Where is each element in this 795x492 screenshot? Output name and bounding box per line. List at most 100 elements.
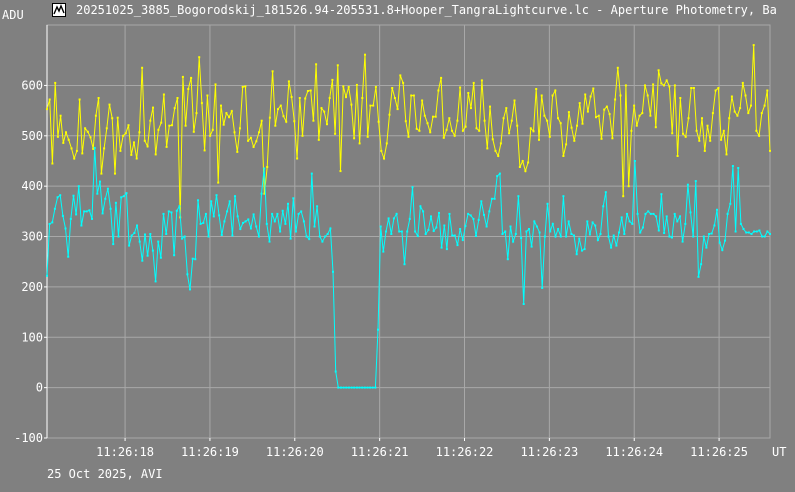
data-point: [387, 217, 390, 220]
data-point: [321, 240, 324, 243]
data-point: [252, 213, 255, 216]
data-point: [88, 209, 91, 212]
data-point: [396, 108, 399, 111]
data-point: [464, 125, 467, 128]
data-point: [750, 233, 753, 235]
data-point: [393, 97, 396, 99]
data-point: [197, 199, 199, 202]
data-point: [342, 386, 345, 389]
data-point: [70, 147, 73, 150]
data-point: [644, 212, 647, 215]
data-point: [263, 192, 266, 195]
data-point: [486, 147, 489, 150]
data-point: [114, 201, 117, 204]
data-point: [86, 130, 89, 133]
data-point: [337, 386, 340, 389]
series-line: [46, 147, 771, 389]
data-point: [173, 107, 176, 110]
data-point: [603, 108, 606, 111]
data-point: [684, 222, 687, 225]
data-point: [605, 105, 608, 108]
data-point: [432, 115, 434, 118]
data-point: [84, 127, 87, 130]
data-point: [398, 230, 401, 233]
data-point: [631, 222, 634, 225]
data-point: [769, 233, 771, 235]
data-point: [676, 220, 679, 223]
data-point: [198, 56, 201, 59]
data-point: [178, 205, 181, 208]
data-point: [152, 106, 154, 109]
data-point: [94, 114, 97, 117]
data-point: [554, 89, 557, 92]
data-point: [72, 194, 75, 197]
data-point: [573, 234, 575, 237]
data-point: [186, 273, 189, 276]
data-point: [496, 175, 499, 178]
y-tick-label: 100: [21, 330, 43, 344]
data-point: [480, 200, 483, 203]
data-point: [332, 270, 334, 273]
data-point: [105, 127, 108, 130]
data-point: [543, 114, 546, 117]
data-point: [438, 211, 440, 214]
data-point: [260, 119, 263, 122]
data-point: [687, 117, 690, 120]
data-point: [226, 210, 229, 213]
data-point: [128, 244, 131, 247]
data-point: [233, 131, 236, 134]
data-point: [493, 197, 496, 200]
data-point: [652, 83, 655, 86]
data-point: [618, 231, 620, 234]
data-point: [565, 143, 568, 146]
data-point: [56, 196, 59, 199]
data-point: [292, 197, 295, 200]
data-point: [730, 95, 733, 98]
data-point: [717, 87, 720, 89]
data-point: [655, 215, 658, 218]
data-point: [551, 222, 554, 225]
data-point: [733, 110, 736, 113]
data-point: [285, 120, 288, 123]
data-point: [575, 253, 578, 256]
data-point: [268, 116, 271, 119]
data-point: [255, 225, 258, 228]
data-point: [369, 386, 372, 389]
data-point: [451, 234, 454, 237]
data-point: [616, 66, 619, 69]
data-point: [627, 185, 630, 188]
y-axis-label: ADU: [2, 8, 24, 22]
x-tick-label: 11:26:22: [436, 445, 494, 459]
data-point: [475, 235, 477, 237]
plot-border: [46, 24, 771, 439]
data-point: [273, 220, 276, 223]
data-point: [432, 230, 435, 232]
data-point: [489, 105, 491, 108]
data-point: [557, 117, 559, 120]
data-point: [714, 89, 717, 92]
data-point: [414, 230, 417, 233]
data-point: [437, 89, 440, 92]
data-point: [104, 197, 107, 200]
data-point: [415, 127, 418, 130]
data-point: [728, 117, 731, 120]
data-point: [430, 215, 432, 218]
data-point: [271, 212, 274, 215]
data-point: [59, 114, 62, 117]
data-point: [594, 224, 597, 227]
data-point: [244, 85, 247, 88]
data-point: [211, 128, 214, 131]
data-point: [146, 145, 149, 148]
data-point: [324, 235, 327, 238]
data-point: [442, 136, 445, 139]
data-point: [705, 246, 708, 249]
data-point: [171, 124, 173, 127]
data-point: [138, 131, 141, 134]
data-point: [505, 107, 508, 110]
data-point: [209, 134, 212, 137]
data-point: [268, 240, 271, 243]
data-point: [93, 146, 96, 149]
data-point: [202, 221, 205, 224]
data-point: [521, 160, 524, 162]
